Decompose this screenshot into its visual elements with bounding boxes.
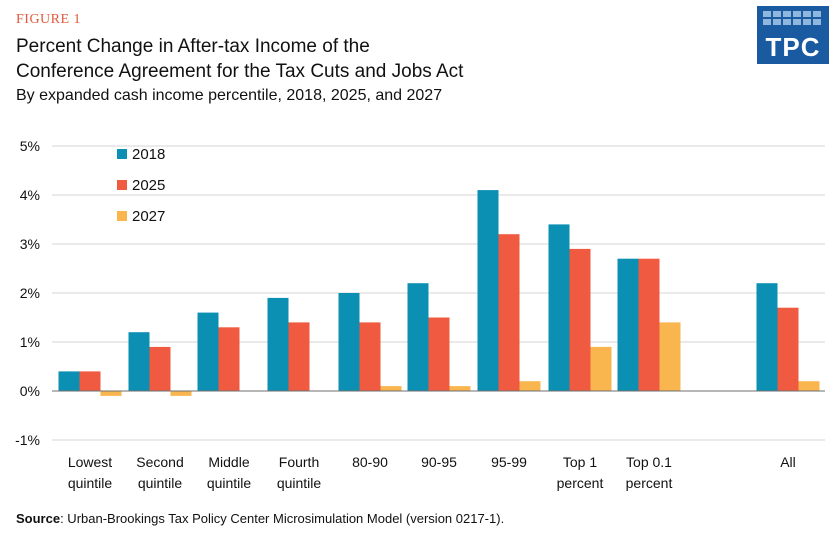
bar-2027	[449, 386, 471, 391]
bar-chart: -1% 0% 1% 2% 3% 4% 5% Lowest quintile Second quint…	[15, 138, 825, 491]
bar-2025	[288, 322, 310, 391]
source-note: Source: Urban-Brookings Tax Policy Cente…	[16, 511, 504, 526]
y-tick-label: 5%	[20, 138, 40, 154]
y-tick-label: 3%	[20, 236, 40, 252]
category-label: quintile	[277, 475, 322, 491]
bar-2027	[519, 381, 541, 391]
category-label: 95-99	[491, 454, 527, 470]
bar-2025	[428, 317, 450, 391]
bar-2025	[569, 248, 591, 391]
bar-2018	[267, 297, 289, 391]
bar-2027	[380, 386, 402, 391]
y-tick-label: 1%	[20, 334, 40, 350]
legend-label-2018: 2018	[132, 146, 165, 163]
bar-2025	[359, 322, 381, 391]
bar-2018	[477, 190, 499, 391]
bar-2018	[617, 258, 639, 391]
bar-2018	[58, 371, 80, 391]
category-label: Fourth	[279, 454, 319, 470]
chart-subtitle: By expanded cash income percentile, 2018…	[16, 87, 443, 104]
legend-swatch-2027	[117, 211, 127, 221]
bar-2027	[170, 391, 192, 396]
chart-title-line-2: Conference Agreement for the Tax Cuts an…	[16, 61, 464, 82]
chart-title: Percent Change in After-tax Income of th…	[16, 34, 736, 84]
category-label: Lowest	[68, 454, 112, 470]
chart-title-line-1: Percent Change in After-tax Income of th…	[16, 36, 370, 57]
bar-2025	[149, 346, 171, 391]
bar-2018	[548, 224, 570, 391]
bar-2027	[798, 381, 820, 391]
legend-label-2027: 2027	[132, 208, 165, 225]
y-tick-label: 4%	[20, 187, 40, 203]
bar-2018	[756, 283, 778, 391]
category-label: Top 0.1	[626, 454, 672, 470]
category-label: quintile	[207, 475, 252, 491]
y-tick-label: 0%	[20, 383, 40, 399]
category-label: Second	[136, 454, 183, 470]
logo-grid-icon	[763, 11, 821, 25]
bar-2025	[638, 258, 660, 391]
category-label: percent	[626, 475, 673, 491]
bar-2027	[659, 322, 681, 391]
bar-2025	[218, 327, 240, 391]
category-label: Middle	[208, 454, 249, 470]
legend-swatch-2018	[117, 149, 127, 159]
bar-2018	[338, 293, 360, 391]
source-text: : Urban-Brookings Tax Policy Center Micr…	[60, 511, 505, 526]
bar-2018	[197, 312, 219, 391]
category-label: quintile	[68, 475, 113, 491]
bar-2025	[777, 307, 799, 391]
y-tick-label: -1%	[15, 432, 40, 448]
category-label: Top 1	[563, 454, 597, 470]
category-label: quintile	[138, 475, 183, 491]
bar-2027	[590, 346, 612, 391]
bar-2018	[128, 332, 150, 391]
legend-label-2025: 2025	[132, 177, 165, 194]
bar-2025	[498, 234, 520, 391]
source-label: Source	[16, 511, 61, 526]
logo-text: TPC	[765, 32, 821, 62]
y-tick-label: 2%	[20, 285, 40, 301]
category-label: All	[780, 454, 796, 470]
bar-2027	[100, 391, 122, 396]
bar-2018	[407, 283, 429, 391]
tpc-logo: TPC	[757, 6, 829, 64]
category-label: 80-90	[352, 454, 388, 470]
category-label: 90-95	[421, 454, 457, 470]
bar-2025	[79, 371, 101, 391]
legend-swatch-2025	[117, 180, 127, 190]
figure-label: FIGURE 1	[16, 12, 82, 27]
category-label: percent	[557, 475, 604, 491]
